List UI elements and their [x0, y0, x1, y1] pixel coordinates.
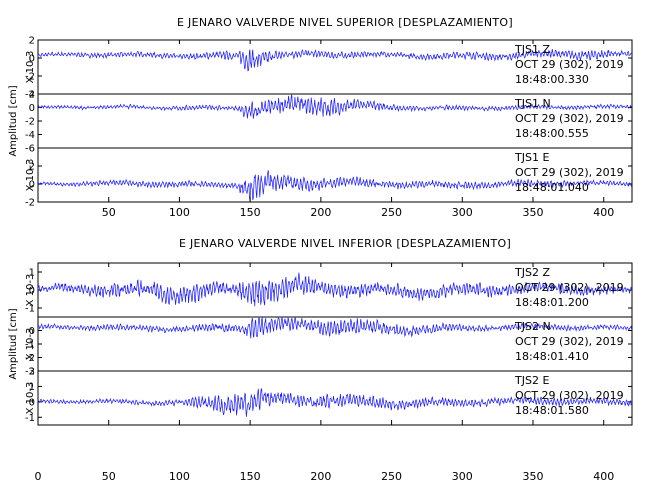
trace-panel-frame: [37, 147, 633, 203]
x-tick-label: 300: [452, 470, 473, 483]
y-tick-label: -3: [25, 367, 35, 378]
y-tick-label: -2: [25, 117, 35, 128]
station-label: TJS2 E: [514, 374, 549, 387]
x-tick-label: 50: [102, 470, 116, 483]
x-tick-label: 300: [452, 206, 473, 219]
y-tick-label: 0: [29, 180, 35, 191]
x-tick-label: 400: [593, 206, 614, 219]
y-tick-label: 2: [29, 90, 35, 101]
event-date: OCT 29 (302), 2019: [515, 335, 624, 348]
event-date: OCT 29 (302), 2019: [515, 281, 624, 294]
waveform-trace: [37, 94, 632, 119]
y-tick-label: -1: [25, 413, 35, 424]
x-tick-label: 150: [240, 206, 261, 219]
y-tick-label: -4: [25, 130, 35, 141]
x-tick-label: 350: [523, 206, 544, 219]
scale-label: X 10-3: [25, 51, 36, 84]
y-tick-label: -2: [25, 72, 35, 83]
event-time: 18:48:01.040: [515, 181, 589, 194]
bottom-chart-title: E JENARO VALVERDE NIVEL INFERIOR [DESPLA…: [179, 237, 511, 250]
x-tick-label: 150: [240, 470, 261, 483]
y-tick-label: -2: [25, 198, 35, 209]
x-tick-label: 100: [169, 470, 190, 483]
event-time: 18:48:01.580: [515, 404, 589, 417]
waveform-trace: [37, 170, 632, 201]
waveform-trace: [37, 49, 632, 72]
waveform-trace: [37, 316, 632, 339]
event-date: OCT 29 (302), 2019: [515, 112, 624, 125]
scale-label: X 10-3: [25, 382, 36, 415]
y-tick-label: -1: [25, 340, 35, 351]
station-label: TJS1 E: [514, 151, 549, 164]
y-tick-label: 0: [29, 397, 35, 408]
y-tick-label: 0: [29, 286, 35, 297]
trace-panel-frame: [37, 370, 633, 426]
event-time: 18:48:01.200: [515, 296, 589, 309]
scale-label: X 10-3: [25, 274, 36, 307]
y-tick-label: 2: [29, 162, 35, 173]
waveform-trace: [37, 388, 632, 417]
y-axis-label: Amplitud [cm]: [8, 85, 19, 156]
x-tick-label: 200: [310, 206, 331, 219]
x-tick-label: 350: [523, 470, 544, 483]
y-tick-label: 2: [29, 367, 35, 378]
scale-label: X 10-3: [25, 328, 36, 361]
event-date: OCT 29 (302), 2019: [515, 166, 624, 179]
station-label: TJS2 N: [514, 320, 551, 333]
event-time: 18:48:00.555: [515, 127, 589, 140]
x-tick-label: 0: [35, 470, 42, 483]
y-tick-label: 0: [29, 326, 35, 337]
scale-label: X 10-3: [25, 159, 36, 192]
y-tick-label: -4: [25, 90, 35, 101]
top-chart-title: E JENARO VALVERDE NIVEL SUPERIOR [DESPLA…: [177, 16, 513, 29]
y-tick-label: -1: [25, 304, 35, 315]
event-date: OCT 29 (302), 2019: [515, 389, 624, 402]
x-tick-label: 50: [102, 206, 116, 219]
event-time: 18:48:00.330: [515, 73, 589, 86]
waveform-trace: [37, 272, 632, 307]
event-date: OCT 29 (302), 2019: [515, 58, 624, 71]
station-label: TJS1 N: [514, 97, 551, 110]
y-tick-label: 1: [29, 268, 35, 279]
y-tick-label: 2: [29, 36, 35, 47]
x-tick-label: 400: [593, 470, 614, 483]
x-tick-label: 100: [169, 206, 190, 219]
x-tick-label: 250: [381, 206, 402, 219]
x-tick-label: 250: [381, 470, 402, 483]
y-tick-label: 0: [29, 103, 35, 114]
x-tick-label: 200: [310, 470, 331, 483]
station-label: TJS2 Z: [514, 266, 550, 279]
y-tick-label: -6: [25, 144, 35, 155]
y-tick-label: -2: [25, 353, 35, 364]
y-tick-label: 0: [29, 54, 35, 65]
y-tick-label: 1: [29, 382, 35, 393]
station-label: TJS1 Z: [514, 43, 550, 56]
event-time: 18:48:01.410: [515, 350, 589, 363]
y-axis-label: Amplitud [cm]: [8, 308, 19, 379]
